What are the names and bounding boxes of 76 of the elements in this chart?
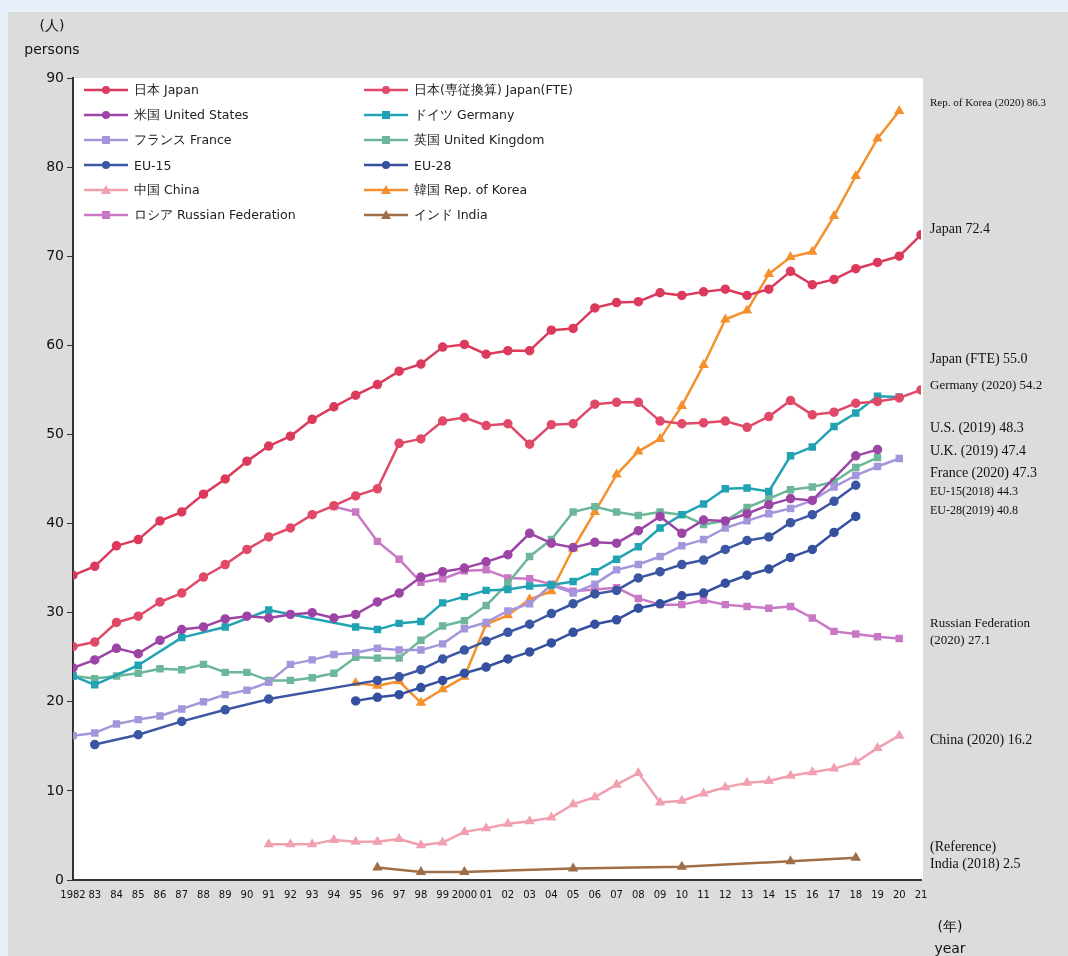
- x-tick-label: 05: [566, 888, 580, 900]
- x-tick-label: 2000: [451, 888, 478, 900]
- x-tick-label: 21: [914, 888, 928, 900]
- x-tick-label: 06: [588, 888, 602, 900]
- text: Rep. of Korea (2020) 86.3: [930, 95, 1047, 109]
- x-tick-label: 16: [805, 888, 819, 900]
- y-tick-label: 0: [55, 870, 64, 887]
- x-tick-label: 20: [892, 888, 906, 900]
- x-tick-label: 86: [153, 888, 167, 900]
- text: China (2020) 16.2: [930, 731, 1033, 748]
- legend-label: ドイツ Germany: [414, 106, 515, 124]
- x-tick-label: 13: [740, 888, 754, 900]
- x-tick-label: 19: [871, 888, 884, 900]
- y-tick-label: 20: [46, 692, 64, 709]
- legend-label: 日本 Japan: [134, 81, 199, 99]
- y-tick-label: 40: [46, 514, 64, 531]
- x-tick-label: 94: [327, 888, 341, 900]
- x-tick-label: 14: [762, 888, 776, 900]
- legend-label: 中国 China: [134, 181, 200, 199]
- text: France (2020) 47.3: [930, 464, 1037, 481]
- x-tick-label: 88: [197, 888, 210, 900]
- text: (Reference) India (2018) 2.5: [930, 838, 1021, 872]
- x-tick-label: 89: [218, 888, 232, 900]
- legend-label: 韓国 Rep. of Korea: [414, 181, 528, 199]
- x-tick-label: 96: [371, 888, 384, 900]
- x-tick-label: 98: [414, 888, 428, 900]
- text: U.K. (2019) 47.4: [930, 442, 1027, 459]
- legend-label: ロシア Russian Federation: [134, 206, 296, 224]
- x-tick-label: 84: [110, 888, 123, 900]
- legend-label: フランス France: [134, 131, 232, 149]
- x-tick-label: 87: [175, 888, 189, 900]
- x-tick-label: 99: [436, 888, 450, 900]
- legend-label: EU-15: [134, 157, 172, 173]
- text: EU-28(2019) 40.8: [930, 503, 1018, 518]
- legend-label: EU-28: [414, 157, 452, 173]
- y-tick-label: 90: [46, 68, 64, 85]
- x-tick-label: 10: [675, 888, 689, 900]
- x-tick-label: 07: [610, 888, 623, 900]
- x-tick-label: 97: [392, 888, 406, 900]
- x-tick-label: 83: [88, 888, 102, 900]
- x-tick-label: 03: [523, 888, 536, 900]
- y-tick-label: 30: [46, 603, 64, 620]
- text: EU-15(2018) 44.3: [930, 484, 1018, 499]
- x-tick-label: 91: [262, 888, 276, 900]
- x-tick-label: 09: [653, 888, 667, 900]
- x-tick-label: 11: [697, 888, 710, 900]
- y-tick-label: 60: [46, 335, 64, 352]
- x-tick-label: 92: [284, 888, 297, 900]
- text: Japan 72.4: [930, 220, 990, 236]
- x-tick-label: 90: [240, 888, 254, 900]
- y-tick-label: 80: [46, 157, 64, 174]
- x-tick-label: 18: [849, 888, 863, 900]
- legend-label: インド India: [414, 206, 488, 224]
- y-tick-label: 70: [46, 246, 64, 263]
- x-tick-label: 1982: [60, 888, 86, 900]
- text: U.S. (2019) 48.3: [930, 419, 1024, 436]
- x-tick-label: 15: [784, 888, 797, 900]
- legend-label: 英国 United Kingdom: [414, 131, 545, 149]
- x-tick-label: 02: [501, 888, 515, 900]
- y-tick-label: 10: [46, 781, 64, 798]
- x-tick-label: 01: [479, 888, 493, 900]
- x-tick-label: 17: [827, 888, 841, 900]
- legend-label: 日本(専従換算) Japan(FTE): [414, 81, 573, 99]
- x-tick-label: 93: [305, 888, 319, 900]
- x-tick-label: 12: [718, 888, 732, 900]
- x-tick-label: 85: [131, 888, 145, 900]
- y-axis-title: (人) persons: [24, 17, 80, 57]
- text: Japan (FTE) 55.0: [930, 350, 1028, 367]
- y-tick-label: 50: [46, 425, 64, 442]
- x-tick-label: 08: [631, 888, 645, 900]
- x-tick-label: 04: [544, 888, 558, 900]
- text: Germany (2020) 54.2: [930, 377, 1043, 393]
- x-tick-label: 95: [349, 888, 363, 900]
- legend-label: 米国 United States: [134, 106, 249, 124]
- x-axis-title: (年) year: [934, 918, 966, 956]
- text: Russian Federation (2020) 27.1: [930, 615, 1031, 648]
